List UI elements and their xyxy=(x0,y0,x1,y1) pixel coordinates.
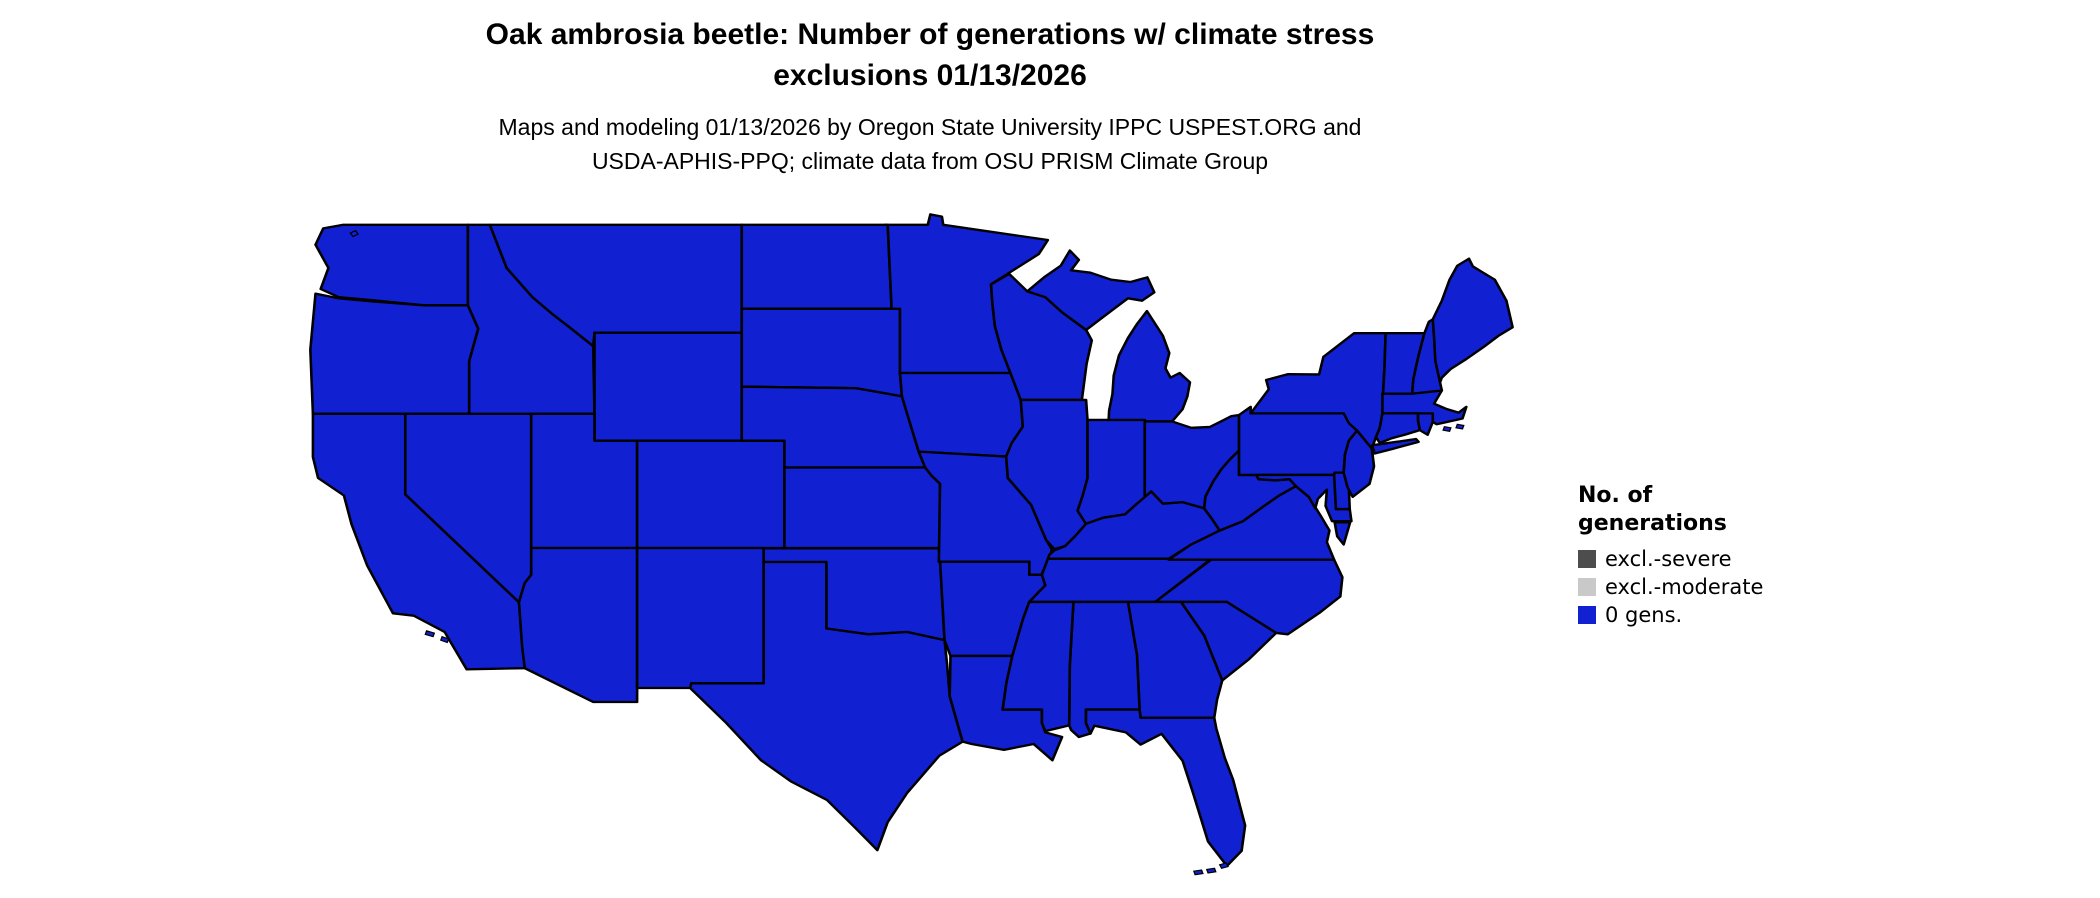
florida-keys xyxy=(1192,862,1229,876)
legend-title: No. of generations xyxy=(1578,482,1938,538)
state-RI xyxy=(1416,412,1435,437)
legend-title-line2: generations xyxy=(1578,511,1727,536)
page-title-line2: exclusions 01/13/2026 xyxy=(773,59,1087,92)
state-KS xyxy=(783,466,942,550)
state-NJ xyxy=(1342,429,1376,499)
small-islands xyxy=(349,229,1465,876)
state-TX xyxy=(688,560,964,852)
state-CT xyxy=(1374,412,1422,445)
state-FL xyxy=(1084,708,1247,868)
legend-swatch-excl-moderate xyxy=(1578,578,1596,596)
state-ME xyxy=(1431,257,1514,384)
state-NM xyxy=(635,546,765,690)
state-CO xyxy=(635,439,786,550)
state-WY xyxy=(593,331,744,442)
legend-item: excl.-moderate xyxy=(1578,576,1938,598)
state-WA xyxy=(314,223,470,307)
legend-item: excl.-severe xyxy=(1578,548,1938,570)
us-states xyxy=(309,213,1514,868)
state-ND xyxy=(740,223,893,311)
us-map xyxy=(309,213,1514,876)
legend-label: 0 gens. xyxy=(1605,603,1683,627)
state-SD xyxy=(740,307,904,398)
page-title-line1: Oak ambrosia beetle: Number of generatio… xyxy=(485,18,1375,51)
page-title: Oak ambrosia beetle: Number of generatio… xyxy=(150,14,1710,96)
legend-swatch-excl-severe xyxy=(1578,550,1596,568)
page-subtitle: Maps and modeling 01/13/2026 by Oregon S… xyxy=(150,110,1710,178)
legend: No. of generations excl.-severe excl.-mo… xyxy=(1578,482,1938,632)
legend-label: excl.-severe xyxy=(1605,547,1732,571)
state-OR xyxy=(309,292,480,416)
state-IA xyxy=(898,371,1025,458)
channel-islands xyxy=(424,630,450,644)
legend-swatch-0-gens xyxy=(1578,606,1596,624)
legend-items: excl.-severe excl.-moderate 0 gens. xyxy=(1578,548,1938,626)
header: Oak ambrosia beetle: Number of generatio… xyxy=(150,14,1710,178)
state-PA xyxy=(1237,405,1359,477)
page-subtitle-line1: Maps and modeling 01/13/2026 by Oregon S… xyxy=(498,114,1362,140)
legend-title-line1: No. of xyxy=(1578,483,1653,508)
state-MS xyxy=(1001,600,1075,733)
page-subtitle-line2: USDA-APHIS-PPQ; climate data from OSU PR… xyxy=(591,148,1269,174)
legend-label: excl.-moderate xyxy=(1605,575,1764,599)
state-MI xyxy=(1025,249,1192,423)
state-AZ xyxy=(517,546,639,704)
san-juan-islands xyxy=(349,229,360,238)
legend-item: 0 gens. xyxy=(1578,604,1938,626)
nantucket-marthas-vineyard-islands xyxy=(1442,423,1465,433)
